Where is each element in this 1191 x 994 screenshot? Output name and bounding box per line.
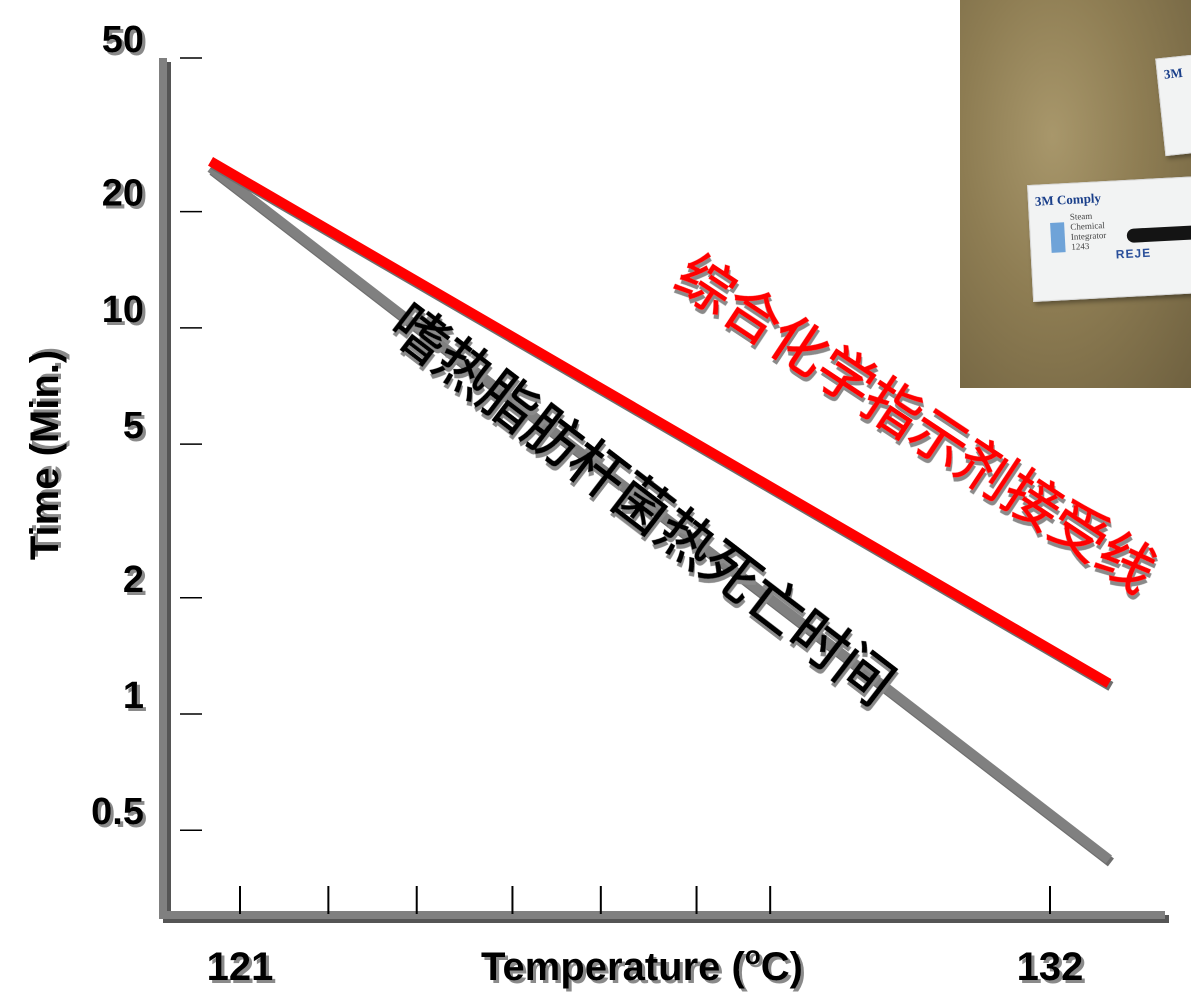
- axes: [159, 57, 1169, 923]
- x-tick-label: 132: [1017, 945, 1084, 989]
- strip-brand: 3M Comply: [1034, 190, 1102, 209]
- strip-description: Steam Chemical Integrator 1243: [1069, 210, 1107, 252]
- indicator-strip-front: 3M Comply Steam Chemical Integrator 1243…: [1027, 175, 1191, 302]
- x-axis-title-text: Temperature (: [481, 945, 745, 989]
- y-tick-label: 20: [102, 173, 144, 215]
- indicator-photo: 3M 3M Comply Steam Chemical Integrator 1…: [960, 0, 1191, 388]
- y-tick-label: 50: [102, 19, 144, 61]
- y-tick-label: 2: [123, 559, 144, 601]
- y-tick-label: 0.5: [91, 791, 144, 833]
- strip-window: [1050, 222, 1066, 253]
- strip-indicator-bar: [1126, 223, 1191, 243]
- y-axis-title: Time (Min.): [23, 350, 67, 560]
- strip-top-brand: 3M: [1163, 64, 1184, 82]
- strip-result: REJE: [1115, 245, 1152, 262]
- x-axis-title-unit: C): [761, 945, 803, 989]
- series-line-indicator-acceptance: [208, 157, 1112, 688]
- y-tick-label: 10: [102, 289, 144, 331]
- x-axis-title: Temperature (oC): [481, 940, 803, 989]
- x-axis-title-superscript: o: [745, 940, 761, 970]
- y-tick-label: 5: [123, 405, 144, 447]
- y-tick-label: 1: [123, 675, 144, 717]
- series-lines: [207, 157, 1114, 867]
- x-tick-label: 121: [207, 945, 274, 989]
- series-line-death-time: [207, 163, 1112, 864]
